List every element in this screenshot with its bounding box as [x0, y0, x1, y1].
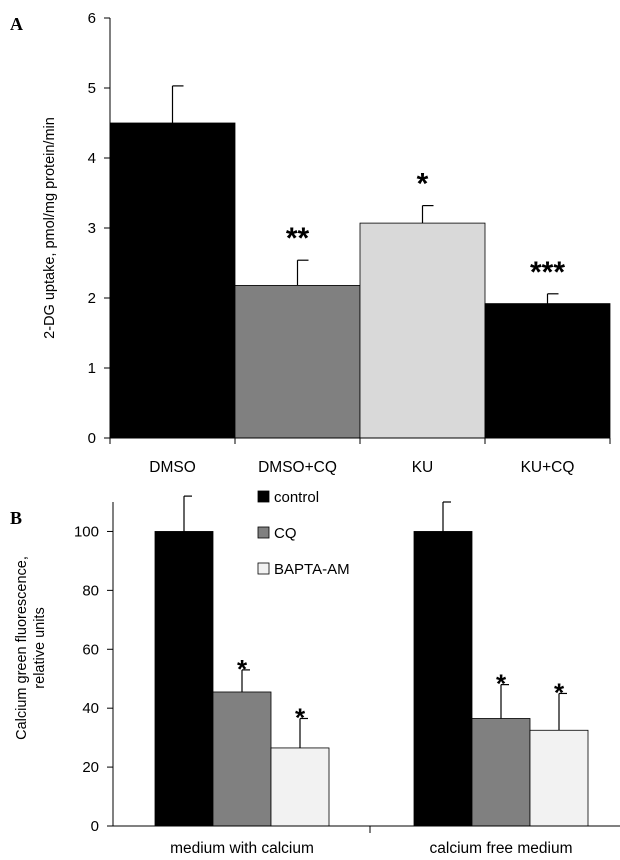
legend-label-cq: CQ	[274, 525, 297, 542]
y-tick-label: 80	[82, 582, 99, 599]
legend-swatch-cq	[258, 527, 269, 538]
panel-b: B Calcium green fluorescence, relative u…	[10, 489, 620, 857]
significance-marker: *	[237, 654, 248, 684]
panel-b-y-axis-label-line2: relative units	[32, 607, 48, 688]
bar-dmso	[110, 123, 235, 438]
panel-a-letter: A	[10, 14, 23, 34]
significance-marker-2: **	[286, 222, 310, 255]
panel-b-letter: B	[10, 508, 22, 528]
legend-swatch-bapta-am	[258, 563, 269, 574]
bar-ku-cq	[485, 304, 610, 438]
y-tick-label: 6	[88, 10, 96, 27]
bar-cq-group-1	[213, 692, 271, 826]
y-tick-label: 4	[88, 150, 96, 167]
legend-label-bapta-am: BAPTA-AM	[274, 561, 350, 578]
bar-bapta-am-group-2	[530, 730, 588, 826]
y-tick-label: 40	[82, 700, 99, 717]
bar-control-group-1	[155, 531, 213, 826]
x-tick-label-4: KU+CQ	[521, 459, 575, 476]
legend-swatch-control	[258, 491, 269, 502]
x-category-label-2: calcium free medium	[430, 840, 573, 857]
y-tick-label: 1	[88, 360, 96, 377]
bar-ku	[360, 223, 485, 438]
y-tick-label: 2	[88, 290, 96, 307]
y-tick-label: 0	[88, 430, 96, 447]
bar-cq-group-2	[472, 718, 530, 826]
panel-b-bars	[155, 531, 588, 826]
significance-marker: *	[496, 669, 507, 699]
x-tick-label-1: DMSO	[149, 459, 196, 476]
panel-b-y-axis-label-line1: Calcium green fluorescence,	[14, 556, 30, 740]
bar-dmso-cq	[235, 285, 360, 438]
significance-marker: *	[554, 677, 565, 707]
y-tick-label: 0	[91, 818, 99, 835]
y-tick-label: 5	[88, 80, 96, 97]
significance-marker-4: ***	[530, 256, 565, 289]
panel-a: A 2-DG uptake, pmol/mg protein/min *****…	[10, 10, 610, 476]
panel-a-y-axis-label: 2-DG uptake, pmol/mg protein/min	[42, 117, 58, 339]
x-tick-label-2: DMSO+CQ	[258, 459, 337, 476]
panel-b-legend: control CQ BAPTA-AM	[258, 489, 350, 578]
bar-control-group-2	[414, 531, 472, 826]
y-tick-label: 100	[74, 523, 99, 540]
x-tick-label-3: KU	[412, 459, 434, 476]
y-tick-label: 3	[88, 220, 96, 237]
y-tick-label: 20	[82, 759, 99, 776]
panel-a-category-labels: DMSO DMSO+CQ KU KU+CQ	[149, 459, 574, 476]
y-tick-label: 60	[82, 641, 99, 658]
significance-marker: *	[295, 702, 306, 732]
x-category-label-1: medium with calcium	[170, 840, 314, 857]
significance-marker-3: *	[417, 168, 429, 201]
bar-bapta-am-group-1	[271, 748, 329, 826]
legend-label-control: control	[274, 489, 319, 506]
panel-b-category-labels: medium with calcium calcium free medium	[170, 840, 572, 857]
